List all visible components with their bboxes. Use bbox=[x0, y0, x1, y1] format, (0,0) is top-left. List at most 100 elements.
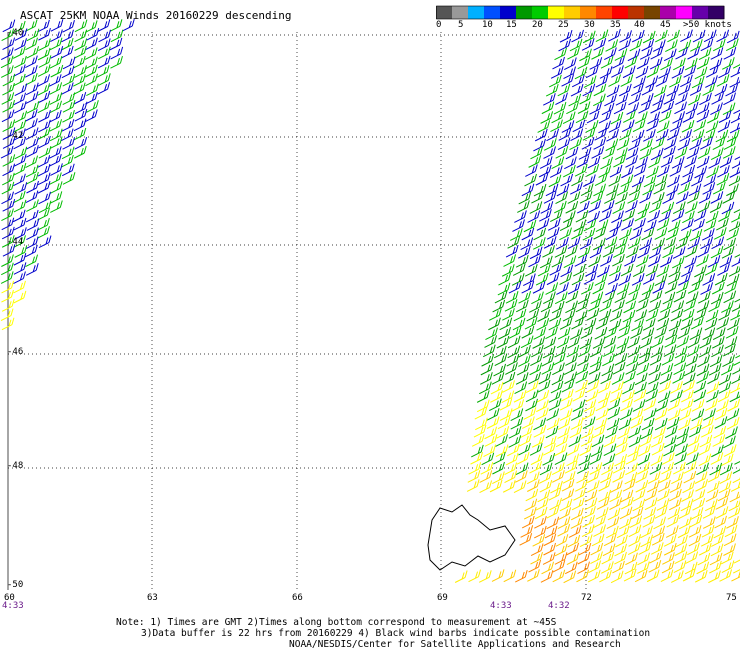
wind-barb bbox=[689, 228, 703, 242]
wind-barb bbox=[706, 389, 719, 403]
wind-barb bbox=[609, 309, 623, 322]
wind-barb bbox=[627, 345, 641, 358]
wind-barb bbox=[85, 109, 98, 122]
wind-barb bbox=[707, 255, 721, 268]
wind-barb bbox=[634, 381, 647, 395]
wind-barb bbox=[711, 236, 725, 250]
wind-barb bbox=[606, 417, 620, 431]
wind-barb bbox=[570, 408, 584, 421]
wind-barb bbox=[701, 524, 715, 538]
wind-barb bbox=[545, 183, 559, 197]
wind-barb bbox=[674, 146, 688, 160]
wind-barb bbox=[552, 353, 566, 366]
wind-barb bbox=[0, 55, 14, 69]
wind-barb bbox=[48, 146, 62, 159]
wind-barb bbox=[609, 263, 622, 277]
wind-barb bbox=[673, 57, 686, 71]
wind-barb bbox=[641, 227, 655, 241]
wind-barb bbox=[631, 174, 645, 188]
scale-label: 5 bbox=[458, 20, 464, 30]
wind-barb bbox=[97, 19, 111, 32]
wind-barb bbox=[50, 19, 64, 32]
wind-barb bbox=[700, 425, 714, 438]
wind-barb bbox=[658, 479, 671, 493]
wind-barb bbox=[698, 453, 712, 467]
wind-barb bbox=[554, 291, 568, 305]
wind-barb bbox=[602, 146, 616, 160]
wind-barb bbox=[548, 390, 562, 403]
wind-barb bbox=[2, 73, 16, 87]
wind-barb bbox=[607, 407, 621, 420]
wind-barb bbox=[645, 389, 658, 403]
wind-barb bbox=[714, 407, 728, 421]
wind-barb bbox=[555, 146, 569, 159]
wind-barb bbox=[38, 55, 52, 68]
wind-barb bbox=[1, 191, 14, 205]
wind-barb bbox=[674, 101, 687, 115]
wind-barb bbox=[615, 236, 628, 250]
wind-barb bbox=[583, 272, 597, 285]
wind-barb bbox=[492, 299, 506, 313]
wind-barb bbox=[593, 515, 606, 529]
wind-barb bbox=[672, 246, 686, 259]
wind-barb bbox=[648, 200, 662, 214]
scale-label: 25 bbox=[558, 20, 569, 30]
wind-barb bbox=[62, 100, 76, 113]
wind-barb bbox=[686, 146, 700, 160]
wind-barb bbox=[633, 75, 647, 89]
wind-barb bbox=[733, 361, 740, 366]
wind-barb bbox=[681, 389, 694, 403]
wind-barb bbox=[563, 164, 576, 178]
wind-barb bbox=[665, 227, 679, 241]
wind-barb bbox=[559, 272, 573, 285]
wind-barb bbox=[664, 335, 678, 348]
wind-barb bbox=[711, 344, 724, 358]
wind-barb bbox=[541, 362, 555, 375]
wind-barb bbox=[654, 326, 668, 339]
wind-barb bbox=[13, 199, 27, 213]
wind-barb bbox=[74, 145, 87, 159]
wind-barb bbox=[543, 542, 556, 556]
wind-barb bbox=[711, 92, 725, 105]
wind-barb bbox=[675, 46, 688, 60]
wind-barb bbox=[623, 568, 637, 582]
scale-swatch bbox=[660, 6, 677, 19]
wind-barb bbox=[611, 210, 624, 224]
wind-barb bbox=[49, 119, 63, 132]
wind-barb bbox=[575, 362, 589, 376]
wind-barb bbox=[663, 534, 677, 547]
wind-barb bbox=[575, 209, 589, 223]
wind-barb bbox=[681, 264, 694, 278]
wind-barb bbox=[489, 479, 503, 493]
wind-barb bbox=[709, 560, 722, 574]
wind-barb bbox=[636, 56, 650, 70]
wind-barb bbox=[590, 291, 604, 305]
wind-barb bbox=[84, 64, 98, 78]
wind-barb bbox=[1, 217, 15, 231]
wind-barb bbox=[696, 56, 710, 70]
wind-barb bbox=[663, 92, 677, 105]
wind-barb bbox=[569, 327, 583, 340]
wind-barb bbox=[470, 451, 484, 465]
wind-barb bbox=[517, 200, 530, 213]
wind-barb bbox=[567, 336, 580, 349]
wind-barb bbox=[620, 174, 634, 188]
wind-barb bbox=[25, 118, 38, 131]
wind-barb bbox=[49, 37, 63, 51]
wind-barb bbox=[670, 308, 684, 322]
wind-barb bbox=[682, 372, 696, 386]
wind-barb bbox=[729, 167, 740, 178]
wind-barb bbox=[512, 219, 525, 232]
wind-barb bbox=[97, 82, 111, 95]
wind-barb bbox=[61, 154, 74, 168]
wind-barb bbox=[122, 18, 135, 32]
wind-barb bbox=[627, 138, 641, 151]
wind-barb bbox=[587, 569, 601, 583]
wind-barb bbox=[550, 209, 563, 222]
wind-barb bbox=[667, 219, 681, 233]
wind-barb bbox=[37, 64, 51, 77]
wind-barb bbox=[515, 462, 529, 476]
wind-barb bbox=[50, 29, 63, 42]
wind-barb bbox=[546, 272, 560, 286]
lat-label-50: -50 bbox=[7, 580, 24, 590]
